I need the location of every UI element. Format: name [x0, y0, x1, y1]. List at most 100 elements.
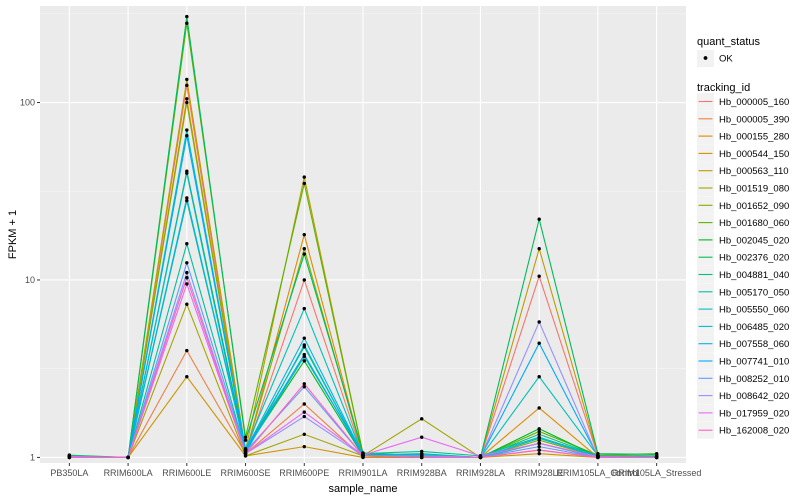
- data-point: [126, 455, 130, 460]
- data-point: [302, 343, 306, 347]
- data-point: [537, 217, 541, 221]
- data-point: [302, 444, 306, 449]
- data-point: [185, 171, 189, 175]
- series-points: [67, 14, 659, 460]
- x-tick-label: RRIM600LA: [104, 468, 153, 478]
- color-legend-label: Hb_001652_090: [719, 201, 789, 212]
- data-point: [537, 451, 541, 456]
- color-legend-label: Hb_000563_110: [719, 166, 789, 177]
- color-legend-label: Hb_017959_020: [719, 408, 789, 419]
- data-point: [243, 435, 248, 439]
- data-point: [302, 181, 306, 186]
- data-point: [537, 406, 541, 410]
- data-point: [185, 21, 189, 25]
- x-tick-label: RRIM105LA_Control: [556, 468, 639, 478]
- shape-legend-dot: [703, 56, 708, 60]
- data-point: [537, 341, 541, 345]
- data-point: [302, 402, 306, 406]
- color-legend-label: Hb_162008_020: [719, 426, 789, 437]
- data-point: [302, 336, 306, 340]
- x-tick-label: RRIM600SE: [221, 468, 271, 478]
- data-point: [302, 278, 306, 282]
- data-point: [185, 198, 189, 203]
- color-legend-label: Hb_001519_080: [719, 184, 789, 195]
- color-legend-label: Hb_001680_060: [719, 218, 789, 229]
- data-point: [302, 175, 306, 179]
- color-legend-label: Hb_008642_020: [719, 391, 789, 402]
- data-point: [537, 375, 541, 379]
- y-tick-label: 10: [25, 275, 35, 285]
- data-point: [302, 382, 306, 386]
- data-point: [537, 436, 541, 441]
- data-point: [302, 414, 306, 419]
- x-tick-label: RRIM901LA: [338, 468, 387, 478]
- x-tick-label: RRIM928LE: [515, 468, 564, 478]
- data-point: [537, 429, 541, 434]
- y-tick-label: 1: [30, 452, 35, 462]
- color-legend-label: Hb_007741_010: [719, 357, 789, 368]
- x-tick-label: RRIM928BA: [397, 468, 447, 478]
- color-legend-label: Hb_000155_280: [719, 132, 789, 143]
- data-point: [420, 455, 424, 460]
- data-point: [185, 375, 189, 379]
- shape-legend-title: quant_status: [697, 36, 760, 48]
- data-point: [478, 455, 483, 460]
- color-legend-label: Hb_000544_150: [719, 149, 789, 160]
- data-point: [185, 14, 189, 19]
- color-legend-label: Hb_004881_040: [719, 270, 789, 281]
- color-legend-title: tracking_id: [697, 82, 750, 94]
- data-point: [420, 449, 424, 454]
- x-tick-label: RRIM928LA: [456, 468, 505, 478]
- x-tick-label: PB350LA: [50, 468, 88, 478]
- data-point: [302, 432, 306, 436]
- data-point: [185, 83, 189, 88]
- data-point: [537, 427, 541, 431]
- major-gridlines: [40, 6, 686, 463]
- data-point: [243, 451, 248, 456]
- data-point: [596, 455, 600, 460]
- data-point: [537, 432, 541, 436]
- color-legend-label: Hb_008252_010: [719, 374, 789, 385]
- color-legend-label: Hb_000005_390: [719, 114, 789, 125]
- data-point: [537, 247, 541, 251]
- x-axis-title: sample_name: [328, 483, 397, 495]
- x-tick-label: RRIM105LA_Stressed: [612, 468, 702, 478]
- data-point: [537, 320, 541, 324]
- data-point: [185, 97, 189, 101]
- data-point: [185, 77, 189, 82]
- data-point: [302, 252, 306, 256]
- data-point: [302, 410, 306, 414]
- data-point: [302, 359, 306, 363]
- data-point: [537, 444, 541, 449]
- data-point: [420, 417, 424, 421]
- legend: quant_status OK tracking_id Hb_000005_16…: [697, 36, 789, 439]
- data-point: [185, 261, 189, 265]
- data-point: [185, 302, 189, 306]
- color-legend-label: Hb_000005_160: [719, 97, 789, 108]
- data-point: [185, 134, 189, 138]
- data-point: [67, 455, 72, 460]
- x-tick-label: RRIM600LE: [162, 468, 211, 478]
- data-point: [537, 441, 541, 446]
- data-point: [302, 385, 306, 389]
- color-legend-label: Hb_002376_020: [719, 253, 789, 264]
- data-point: [361, 454, 365, 458]
- shape-legend-entries: OK: [697, 50, 733, 67]
- data-point: [302, 352, 306, 357]
- color-legend-entries: Hb_000005_160 Hb_000005_390 Hb_000155_280 H…: [697, 93, 789, 439]
- x-axis-ticks: PB350LA RRIM600LA RRIM600LE RRIM600SE RRIM60…: [50, 463, 701, 478]
- color-legend-label: Hb_007558_060: [719, 339, 789, 350]
- data-point: [185, 196, 189, 200]
- data-point: [185, 282, 189, 286]
- data-point: [302, 306, 306, 311]
- x-tick-label: RRIM600PE: [279, 468, 329, 478]
- y-tick-label: 100: [20, 98, 35, 108]
- data-point: [654, 455, 659, 460]
- data-point: [243, 438, 248, 442]
- y-axis-title: FPKM + 1: [7, 210, 19, 259]
- data-point: [420, 435, 424, 439]
- color-legend-label: Hb_005170_050: [719, 287, 789, 298]
- data-point: [302, 232, 306, 237]
- data-point: [185, 128, 189, 132]
